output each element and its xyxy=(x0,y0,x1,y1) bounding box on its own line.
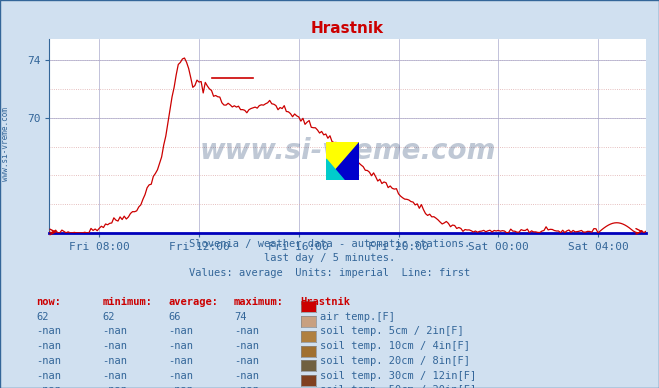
Text: -nan: -nan xyxy=(234,371,259,381)
Text: soil temp. 30cm / 12in[F]: soil temp. 30cm / 12in[F] xyxy=(320,371,476,381)
Text: -nan: -nan xyxy=(234,385,259,388)
Text: average:: average: xyxy=(168,297,218,307)
Text: soil temp. 20cm / 8in[F]: soil temp. 20cm / 8in[F] xyxy=(320,356,470,366)
Text: maximum:: maximum: xyxy=(234,297,284,307)
Text: soil temp. 5cm / 2in[F]: soil temp. 5cm / 2in[F] xyxy=(320,326,463,336)
Text: -nan: -nan xyxy=(234,341,259,351)
Text: -nan: -nan xyxy=(102,341,127,351)
Text: -nan: -nan xyxy=(168,356,193,366)
Text: minimum:: minimum: xyxy=(102,297,152,307)
Text: -nan: -nan xyxy=(36,371,61,381)
Text: www.si-vreme.com: www.si-vreme.com xyxy=(200,137,496,165)
Text: -nan: -nan xyxy=(234,356,259,366)
Polygon shape xyxy=(326,142,359,180)
Text: last day / 5 minutes.: last day / 5 minutes. xyxy=(264,253,395,263)
Text: air temp.[F]: air temp.[F] xyxy=(320,312,395,322)
Text: -nan: -nan xyxy=(36,341,61,351)
Polygon shape xyxy=(326,142,359,180)
Text: soil temp. 50cm / 20in[F]: soil temp. 50cm / 20in[F] xyxy=(320,385,476,388)
Text: -nan: -nan xyxy=(36,326,61,336)
Text: -nan: -nan xyxy=(168,326,193,336)
Text: Values: average  Units: imperial  Line: first: Values: average Units: imperial Line: fi… xyxy=(189,268,470,278)
Text: -nan: -nan xyxy=(36,385,61,388)
Text: www.si-vreme.com: www.si-vreme.com xyxy=(1,107,10,180)
Text: -nan: -nan xyxy=(234,326,259,336)
Text: 74: 74 xyxy=(234,312,246,322)
Text: -nan: -nan xyxy=(102,356,127,366)
Text: -nan: -nan xyxy=(168,385,193,388)
Text: soil temp. 10cm / 4in[F]: soil temp. 10cm / 4in[F] xyxy=(320,341,470,351)
Text: -nan: -nan xyxy=(102,371,127,381)
Text: Hrastnik: Hrastnik xyxy=(300,297,350,307)
Text: -nan: -nan xyxy=(102,385,127,388)
Text: 66: 66 xyxy=(168,312,181,322)
Text: -nan: -nan xyxy=(102,326,127,336)
Title: Hrastnik: Hrastnik xyxy=(311,21,384,36)
Text: -nan: -nan xyxy=(168,371,193,381)
Polygon shape xyxy=(326,159,344,180)
Text: Slovenia / weather data - automatic stations.: Slovenia / weather data - automatic stat… xyxy=(189,239,470,249)
Text: now:: now: xyxy=(36,297,61,307)
Text: 62: 62 xyxy=(36,312,49,322)
Text: -nan: -nan xyxy=(36,356,61,366)
Text: 62: 62 xyxy=(102,312,115,322)
Text: -nan: -nan xyxy=(168,341,193,351)
